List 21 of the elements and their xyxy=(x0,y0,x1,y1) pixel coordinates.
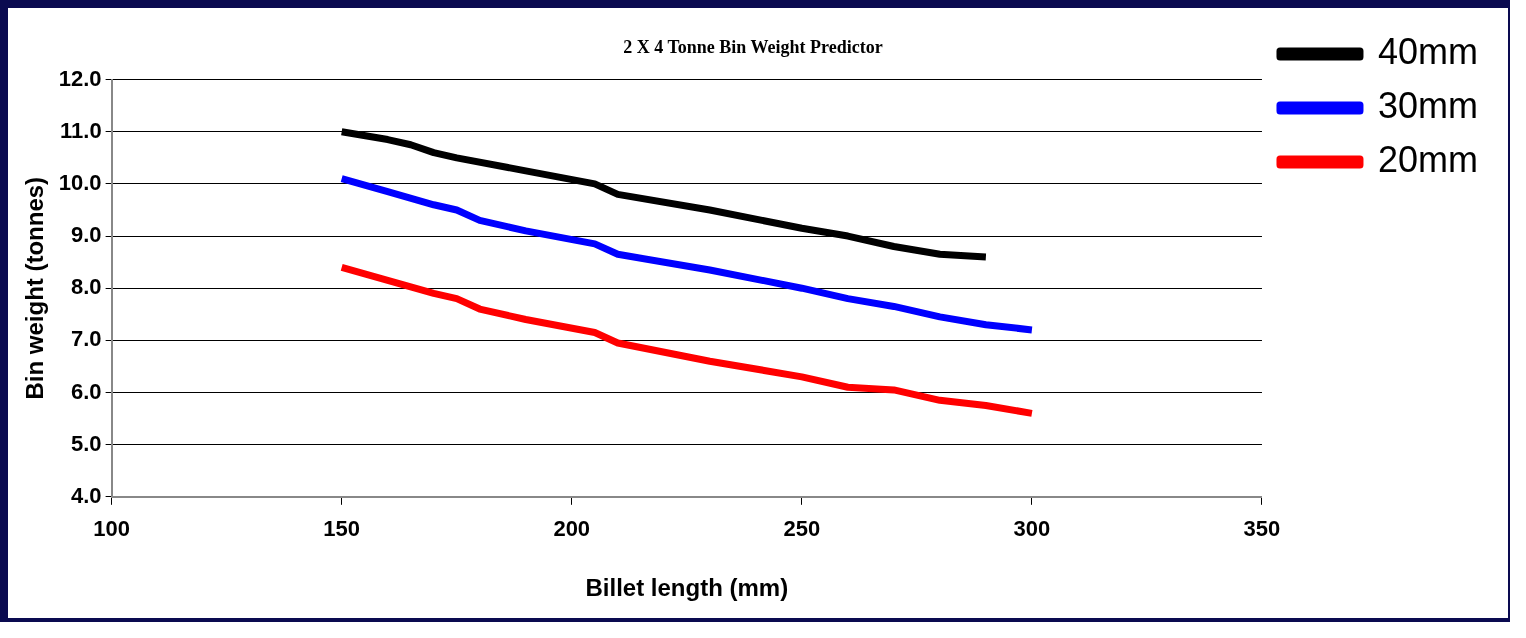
x-tick-label: 150 xyxy=(323,516,361,542)
x-tick-label: 200 xyxy=(553,516,591,542)
y-tick-label: 11.0 xyxy=(60,117,102,143)
x-axis-title: Billet length (mm) xyxy=(585,574,789,602)
y-tick-label: 7.0 xyxy=(71,326,102,352)
y-tick-label: 10.0 xyxy=(58,169,102,195)
x-tick-label: 100 xyxy=(93,516,130,542)
legend-label: 20mm xyxy=(1377,138,1479,180)
x-tick-label: 300 xyxy=(1013,516,1051,542)
y-tick-label: 8.0 xyxy=(71,274,102,300)
legend-label: 40mm xyxy=(1377,30,1479,72)
y-tick-label: 12.0 xyxy=(58,65,102,91)
y-tick-label: 5.0 xyxy=(71,430,102,456)
x-tick-label: 250 xyxy=(783,516,821,542)
y-tick-label: 4.0 xyxy=(71,482,102,508)
x-tick-label: 350 xyxy=(1243,516,1281,542)
y-axis-title: Bin weight (tonnes) xyxy=(21,176,49,400)
y-tick-label: 6.0 xyxy=(71,378,102,404)
chart-title: 2 X 4 Tonne Bin Weight Predictor xyxy=(623,37,883,58)
legend-label: 30mm xyxy=(1377,84,1479,126)
y-tick-label: 9.0 xyxy=(71,222,102,248)
